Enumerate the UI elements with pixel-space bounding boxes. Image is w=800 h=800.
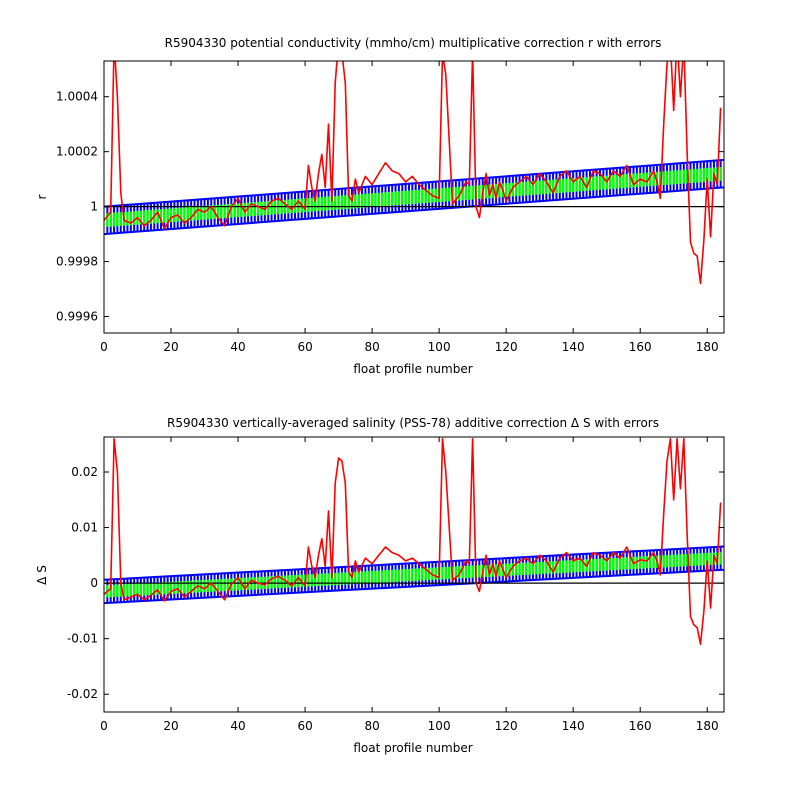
y-tick-label: 0.02 xyxy=(71,465,98,479)
plot-area xyxy=(104,61,724,285)
fit-upper-bound xyxy=(104,158,724,208)
chart-panel-delta-s: R5904330 vertically-averaged salinity (P… xyxy=(35,416,725,755)
y-axis-label: Δ S xyxy=(35,565,49,585)
axes: 0 20 40 60 80 100 120 140 160 180 -0.02 -0.01 0 0.01 0… xyxy=(67,437,724,733)
x-tick-label: 140 xyxy=(562,340,585,354)
axes: 0 20 40 60 80 100 120 140 160 180 0.9996 0.9998 1 1.0… xyxy=(56,61,724,354)
x-tick-label: 140 xyxy=(562,719,585,733)
y-tick-label: 0.01 xyxy=(71,521,98,535)
y-tick-label: 1.0004 xyxy=(56,90,98,104)
y-tick-label: 1 xyxy=(90,200,98,214)
x-tick-label: 120 xyxy=(495,340,518,354)
x-tick-label: 0 xyxy=(100,719,108,733)
axes-frame xyxy=(103,436,725,713)
chart-title: R5904330 vertically-averaged salinity (P… xyxy=(167,416,659,430)
y-tick-label: 0 xyxy=(90,576,98,590)
y-axis-label: r xyxy=(35,194,49,199)
x-tick-label: 180 xyxy=(696,719,719,733)
x-tick-label: 0 xyxy=(100,340,108,354)
series-line-data xyxy=(104,61,722,285)
fit-lower-bound xyxy=(104,186,724,236)
x-tick-label: 80 xyxy=(364,340,379,354)
x-tick-label: 60 xyxy=(297,719,312,733)
y-tick-label: -0.02 xyxy=(67,687,98,701)
fit-lower-bound xyxy=(104,568,724,605)
x-tick-label: 80 xyxy=(364,719,379,733)
x-tick-label: 160 xyxy=(629,719,652,733)
x-tick-label: 20 xyxy=(163,340,178,354)
x-tick-label: 40 xyxy=(230,340,245,354)
chart-title: R5904330 potential conductivity (mmho/cm… xyxy=(165,36,662,50)
x-axis-label: float profile number xyxy=(353,741,472,755)
plot-area xyxy=(104,437,724,646)
series-line-data xyxy=(104,437,722,646)
x-tick-label: 100 xyxy=(428,719,451,733)
x-tick-label: 180 xyxy=(696,340,719,354)
chart-panel-r: R5904330 potential conductivity (mmho/cm… xyxy=(35,36,725,376)
y-tick-label: 0.9996 xyxy=(56,310,98,324)
x-axis-label: float profile number xyxy=(353,362,472,376)
x-tick-label: 40 xyxy=(230,719,245,733)
x-tick-label: 60 xyxy=(297,340,312,354)
y-tick-label: -0.01 xyxy=(67,632,98,646)
y-tick-label: 0.9998 xyxy=(56,255,98,269)
x-tick-label: 120 xyxy=(495,719,518,733)
x-tick-label: 20 xyxy=(163,719,178,733)
x-tick-label: 100 xyxy=(428,340,451,354)
fit-upper-bound xyxy=(104,545,724,581)
axes-frame xyxy=(103,60,725,334)
y-tick-label: 1.0002 xyxy=(56,145,98,159)
x-tick-label: 160 xyxy=(629,340,652,354)
